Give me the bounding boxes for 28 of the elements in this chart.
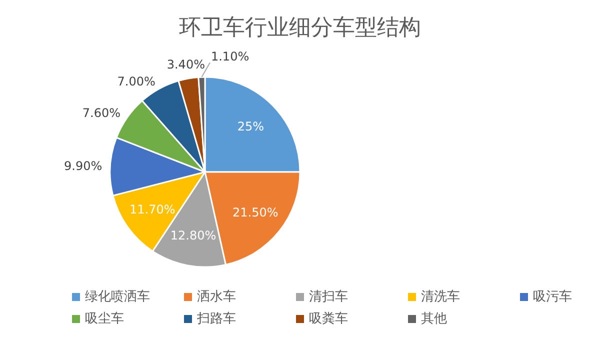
data-label: 11.70% xyxy=(130,202,176,216)
data-label: 21.50% xyxy=(232,205,278,220)
legend-label: 扫路车 xyxy=(196,312,236,326)
legend-item: 扫路车 xyxy=(184,312,236,326)
legend-label: 其他 xyxy=(421,312,447,326)
data-label: 9.90% xyxy=(64,158,102,173)
legend-item: 洒水车 xyxy=(184,290,236,304)
data-label: 7.60% xyxy=(82,106,121,120)
data-label: 3.40% xyxy=(166,58,205,72)
legend-item: 清扫车 xyxy=(296,290,348,304)
legend-label: 吸尘车 xyxy=(85,312,124,326)
data-label: 1.10% xyxy=(210,50,250,64)
legend-label: 绿化喷洒车 xyxy=(85,290,150,304)
legend-label: 吸粪车 xyxy=(309,312,348,326)
chart-title: 环卫车行业细分车型结构 xyxy=(179,16,421,40)
legend-item: 吸粪车 xyxy=(296,312,348,326)
legend-item: 清洗车 xyxy=(408,290,460,304)
legend-label: 吸污车 xyxy=(533,290,572,304)
legend-item: 绿化喷洒车 xyxy=(72,290,150,304)
data-label: 25% xyxy=(237,119,264,134)
data-label: 12.80% xyxy=(170,228,216,243)
legend-label: 清扫车 xyxy=(309,290,348,304)
legend-item: 其他 xyxy=(408,312,447,326)
legend-item: 吸尘车 xyxy=(72,312,124,326)
legend-label: 清洗车 xyxy=(421,290,460,304)
legend-label: 洒水车 xyxy=(197,290,236,304)
legend-item: 吸污车 xyxy=(520,290,572,304)
data-label: 7.00% xyxy=(117,74,156,89)
